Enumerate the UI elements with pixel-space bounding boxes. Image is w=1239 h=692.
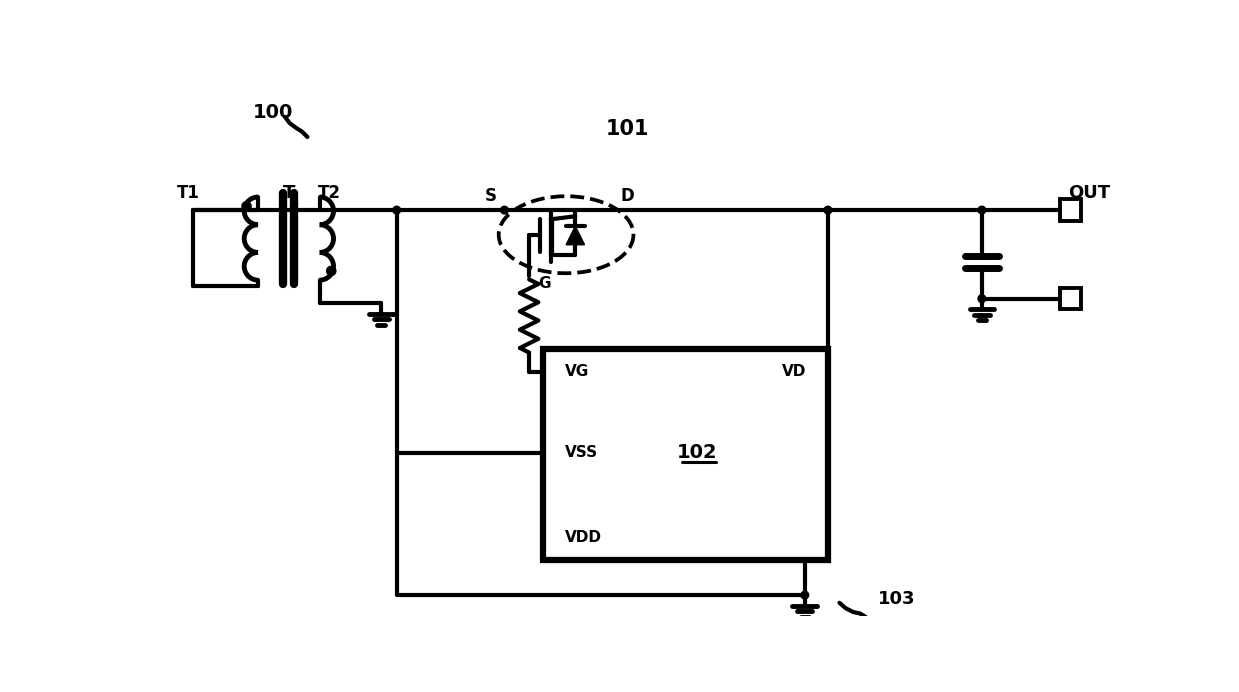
Text: VSS: VSS — [565, 445, 597, 460]
Text: 102: 102 — [676, 443, 717, 462]
Circle shape — [393, 206, 400, 214]
Circle shape — [327, 266, 336, 275]
Circle shape — [978, 206, 986, 214]
Text: VG: VG — [565, 364, 589, 379]
Text: T1: T1 — [177, 184, 201, 202]
Text: S: S — [484, 188, 497, 206]
Circle shape — [824, 206, 831, 214]
Circle shape — [978, 295, 986, 302]
Text: D: D — [621, 188, 634, 206]
Circle shape — [501, 206, 508, 214]
Text: OUT: OUT — [1068, 184, 1110, 202]
Text: G: G — [538, 275, 551, 291]
Text: 101: 101 — [606, 119, 649, 139]
Text: T: T — [282, 184, 295, 202]
Text: 103: 103 — [878, 590, 916, 608]
Text: VD: VD — [782, 364, 807, 379]
Circle shape — [242, 201, 252, 211]
Text: VDD: VDD — [565, 530, 601, 545]
Circle shape — [800, 591, 809, 599]
Text: 100: 100 — [253, 103, 294, 122]
Text: T2: T2 — [317, 184, 341, 202]
Polygon shape — [566, 226, 585, 245]
Bar — [543, 349, 828, 561]
Bar — [1059, 199, 1082, 221]
Bar — [1059, 288, 1082, 309]
